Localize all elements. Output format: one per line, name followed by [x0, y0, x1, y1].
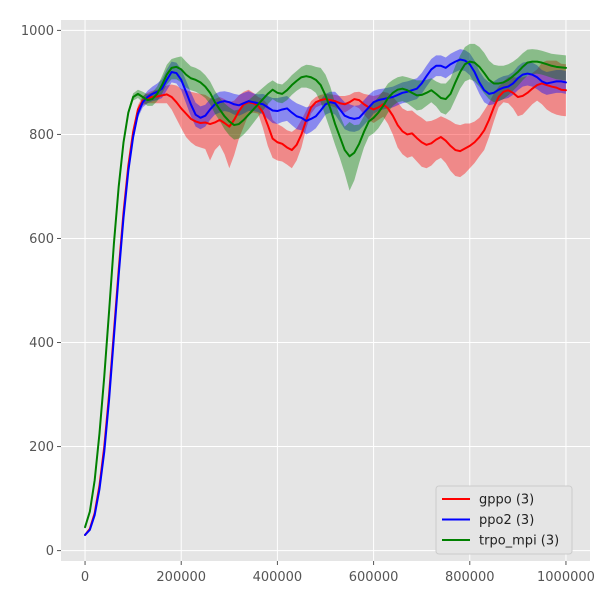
x-tick-label: 600000	[349, 570, 399, 585]
legend-label-1: gppo (3)	[479, 493, 534, 508]
x-tick-label: 200000	[156, 570, 206, 585]
y-tick-label: 200	[29, 440, 54, 455]
y-tick-label: 800	[29, 128, 54, 143]
series-lines	[84, 58, 567, 536]
series-line-1	[84, 82, 567, 536]
series-line-3	[84, 60, 567, 529]
confidence-bands	[85, 43, 566, 537]
legend-box	[435, 485, 573, 555]
legend: gppo (3) ppo2 (3) trpo_mpi (3)	[435, 485, 573, 555]
band-1	[85, 60, 566, 537]
x-tick-label: 1000000	[537, 570, 595, 585]
legend-label-3: trpo_mpi (3)	[479, 534, 559, 549]
y-tick-label: 600	[29, 232, 54, 247]
plot-background	[61, 20, 590, 561]
x-tick-label: 400000	[253, 570, 303, 585]
legend-label-2: ppo2 (3)	[479, 513, 534, 528]
series-line-2	[84, 58, 567, 536]
y-tick-label: 1000	[21, 24, 54, 39]
x-tick-label: 800000	[445, 570, 495, 585]
y-tick-label: 400	[29, 336, 54, 351]
x-tick-label: 0	[81, 570, 89, 585]
y-tick-label: 0	[46, 544, 54, 559]
axis-ticks: 0 200000 400000 600000 800000 1000000 0 200 400 6…	[21, 24, 595, 585]
